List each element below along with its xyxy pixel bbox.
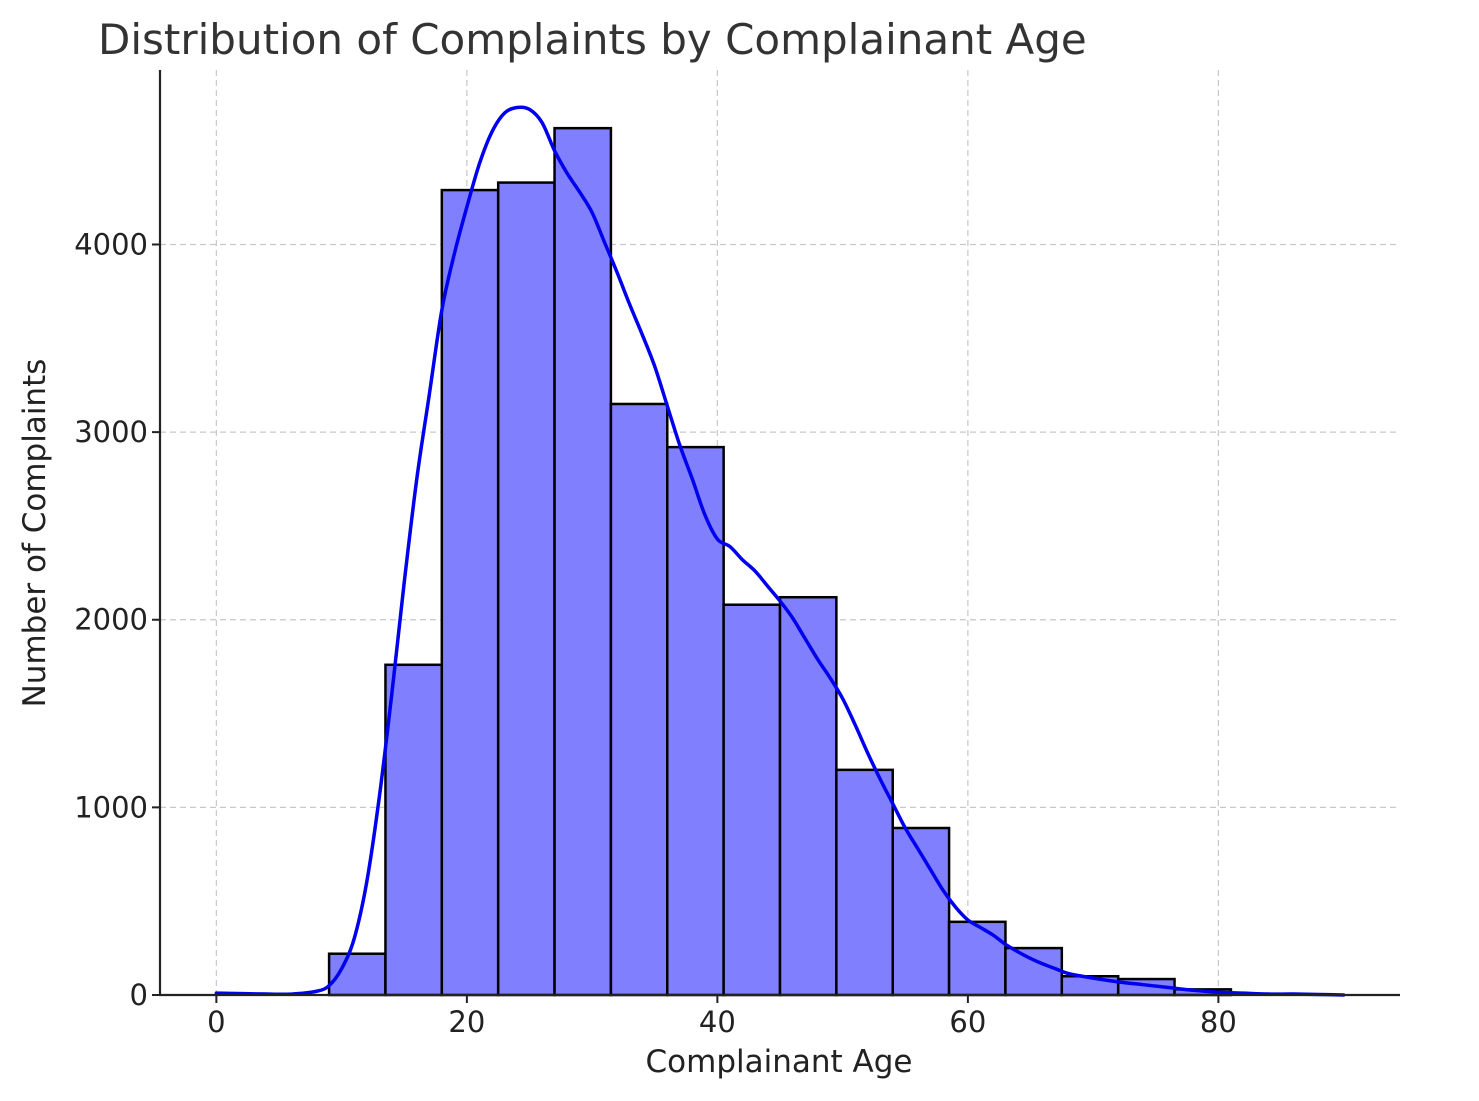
y-tick-label-2: 2000	[74, 603, 148, 637]
y-tick-label-1: 1000	[74, 790, 148, 824]
histogram-bars	[327, 126, 1233, 997]
x-tick-label-4: 80	[1200, 1005, 1237, 1039]
bar-5	[609, 402, 669, 997]
kde-curve	[214, 105, 1346, 997]
x-ticks: 0 20 40 60 80	[207, 995, 1237, 1039]
bar-12	[1004, 946, 1064, 997]
bar-8	[778, 595, 838, 997]
chart-title: Distribution of Complaints by Complainan…	[98, 15, 1087, 64]
bar-2	[440, 188, 500, 997]
y-tick-label-3: 3000	[74, 415, 148, 449]
bar-4	[553, 126, 613, 997]
bar-7	[722, 603, 782, 997]
x-tick-label-0: 0	[207, 1005, 225, 1039]
x-tick-label-1: 20	[448, 1005, 485, 1039]
bar-3	[496, 181, 556, 997]
y-tick-label-4: 4000	[74, 227, 148, 261]
bar-11	[947, 920, 1007, 997]
y-ticks: 0 1000 2000 3000 4000	[74, 227, 160, 1012]
bar-9	[835, 768, 894, 997]
y-axis-label: Number of Complaints	[17, 359, 53, 708]
axes	[158, 70, 1400, 997]
x-tick-label-3: 60	[949, 1005, 986, 1039]
bar-6	[666, 445, 725, 997]
y-tick-label-0: 0	[130, 978, 148, 1012]
x-tick-label-2: 40	[699, 1005, 736, 1039]
bar-1	[384, 663, 444, 997]
x-axis-label: Complainant Age	[646, 1044, 913, 1080]
